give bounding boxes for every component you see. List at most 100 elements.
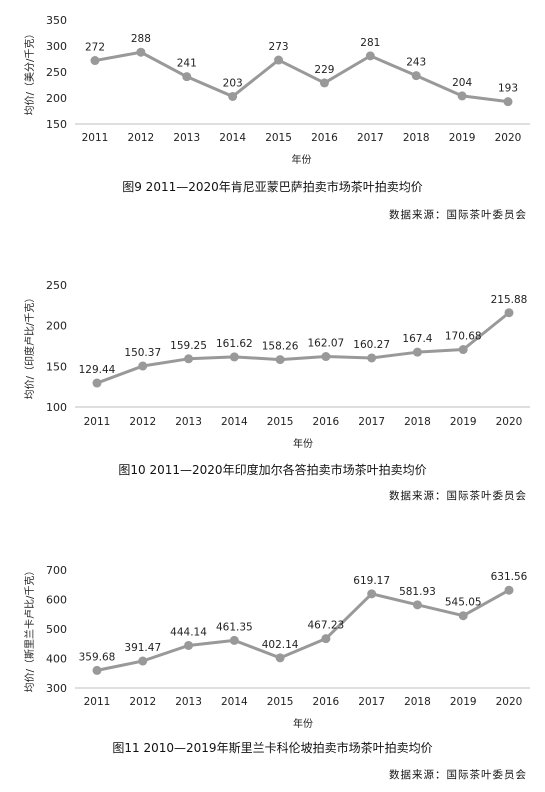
y-tick-label: 400: [46, 653, 67, 666]
line-chart-2: 100 150 200 250 2011 2012 2013 2014 2015 2016 2017…: [23, 279, 530, 450]
data-point: [458, 611, 468, 621]
y-tick-label: 200: [46, 92, 67, 105]
data-label: 150.37: [124, 347, 161, 359]
data-point: [184, 354, 194, 364]
x-tick-label: 2017: [358, 696, 385, 708]
y-axis-label: 均价/（斯里兰卡卢比/千克）: [23, 566, 36, 693]
series-line: [96, 311, 510, 385]
data-point: [275, 355, 285, 365]
data-label: 215.88: [491, 294, 528, 306]
data-point: [411, 71, 421, 81]
data-point: [228, 91, 238, 101]
y-tick-label: 200: [46, 320, 67, 333]
data-label: 204: [452, 77, 472, 89]
data-point: [458, 345, 468, 355]
y-tick-label: 600: [46, 594, 67, 607]
series-line: [96, 588, 510, 672]
data-point: [274, 55, 284, 65]
x-tick-label: 2011: [84, 696, 111, 708]
y-tick-label: 300: [46, 682, 67, 695]
data-point: [412, 347, 422, 357]
x-axis-label: 年份: [292, 153, 312, 166]
y-tick-label: 500: [46, 623, 67, 636]
x-tick-label: 2013: [173, 132, 200, 144]
data-label: 193: [498, 83, 518, 95]
data-point: [229, 352, 239, 362]
y-tick-label: 700: [46, 564, 67, 577]
x-tick-label: 2017: [357, 132, 384, 144]
data-point: [365, 51, 375, 61]
chart-source-2: 数据来源：国际茶叶委员会: [389, 490, 527, 502]
x-tick-label: 2019: [449, 132, 476, 144]
x-tick-label: 2020: [495, 132, 522, 144]
chart-title-3: 图11 2010—2019年斯里兰卡科伦坡拍卖市场茶叶拍卖均价: [112, 741, 433, 755]
data-label: 161.62: [216, 338, 253, 350]
data-label: 229: [314, 64, 334, 76]
data-label: 167.4: [402, 333, 432, 345]
x-tick-label: 2014: [221, 696, 248, 708]
data-point: [92, 665, 102, 675]
chart-panel-2: 100 150 200 250 2011 2012 2013 2014 2015 2016 2017…: [0, 268, 545, 518]
x-tick-label: 2015: [265, 132, 292, 144]
data-point: [275, 653, 285, 663]
y-tick-label: 150: [46, 118, 67, 131]
x-tick-label: 2011: [84, 416, 111, 428]
data-label: 467.23: [308, 620, 345, 632]
data-label: 444.14: [170, 626, 207, 638]
data-label: 129.44: [79, 364, 116, 376]
x-tick-label: 2020: [496, 696, 523, 708]
data-label: 545.05: [445, 597, 482, 609]
chart-source-1: 数据来源：国际茶叶委员会: [389, 209, 527, 221]
data-label: 631.56: [491, 571, 528, 583]
data-label: 159.25: [170, 340, 207, 352]
x-tick-label: 2014: [219, 132, 246, 144]
data-label: 461.35: [216, 621, 253, 633]
data-label: 288: [131, 33, 151, 45]
x-tick-label: 2015: [267, 696, 294, 708]
data-label: 158.26: [262, 341, 299, 353]
x-tick-label: 2012: [128, 132, 155, 144]
data-label: 272: [85, 42, 105, 54]
data-point: [321, 352, 331, 362]
x-tick-label: 2017: [358, 416, 385, 428]
x-tick-label: 2019: [450, 696, 477, 708]
data-label: 170.68: [445, 331, 482, 343]
x-tick-label: 2012: [129, 416, 156, 428]
chart-panel-1: 150 200 250 300 350 2011 2012 2013 2014 2015 2016 2…: [0, 0, 545, 240]
data-point: [138, 656, 148, 666]
data-point: [92, 378, 102, 388]
y-tick-label: 250: [46, 279, 67, 292]
data-point: [504, 308, 514, 318]
y-tick-label: 300: [46, 40, 67, 53]
data-point: [90, 56, 100, 66]
y-tick-label: 250: [46, 66, 67, 79]
x-tick-label: 2018: [403, 132, 430, 144]
x-axis-label: 年份: [293, 717, 313, 730]
data-point: [504, 585, 514, 595]
x-tick-label: 2014: [221, 416, 248, 428]
y-tick-label: 350: [46, 14, 67, 27]
x-tick-label: 2012: [129, 696, 156, 708]
data-label: 160.27: [353, 339, 390, 351]
data-label: 243: [406, 57, 426, 69]
x-tick-label: 2019: [450, 416, 477, 428]
x-tick-label: 2020: [496, 416, 523, 428]
data-label: 162.07: [308, 338, 345, 350]
data-point: [412, 600, 422, 610]
chart-panel-3: 300 400 500 600 700 2011 2012 2013 2014 2015 2016 2…: [0, 555, 545, 792]
x-tick-label: 2018: [404, 696, 431, 708]
data-label: 359.68: [79, 651, 116, 663]
y-tick-label: 100: [46, 401, 67, 414]
data-point: [138, 361, 148, 371]
data-point: [321, 634, 331, 644]
x-tick-label: 2018: [404, 416, 431, 428]
series-line: [94, 50, 509, 104]
data-label: 391.47: [124, 642, 161, 654]
chart-title-2: 图10 2011—2020年印度加尔各答拍卖市场茶叶拍卖均价: [118, 463, 427, 477]
data-label: 281: [360, 37, 380, 49]
y-axis-label: 均价/（美分/千克）: [23, 29, 36, 116]
data-label: 581.93: [399, 586, 436, 598]
line-chart-3: 300 400 500 600 700 2011 2012 2013 2014 2015 2016 2…: [23, 564, 530, 730]
x-tick-label: 2011: [82, 132, 109, 144]
chart-source-3: 数据来源：国际茶叶委员会: [389, 769, 527, 781]
